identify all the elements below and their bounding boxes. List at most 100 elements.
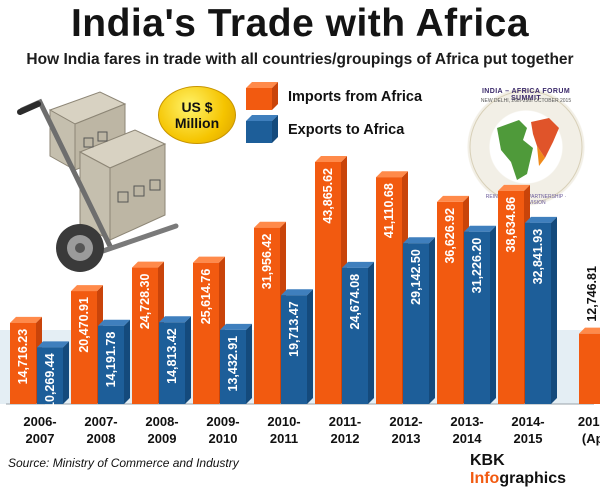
bar-exports-top-2 (159, 316, 191, 323)
bar-imports-4 (254, 227, 280, 404)
bar-exports-0 (37, 347, 63, 404)
tick-label-8: 2014- (511, 414, 544, 429)
bar-exports-6 (403, 243, 429, 404)
bar-imports-top-3 (193, 256, 225, 263)
page-title: India's Trade with Africa (70, 2, 530, 45)
tick-label-line2-9: (Apr-Jul) (582, 431, 600, 446)
bar-exports-7 (464, 231, 490, 404)
tick-label-0: 2006- (23, 414, 56, 429)
bar-exports-side-5 (368, 261, 374, 404)
bar-imports-2 (132, 267, 158, 404)
credit-rest: graphics (499, 470, 567, 487)
bar-exports-1 (98, 325, 124, 404)
bar-imports-9 (579, 333, 600, 404)
data-label-exports-2: 14,813.42 (165, 328, 179, 384)
credit: KBK Infographics (470, 452, 600, 488)
bar-imports-top-6 (376, 171, 408, 178)
bar-imports-top-1 (71, 285, 103, 292)
unit-badge: US $ Million (158, 86, 236, 144)
tick-label-3: 2009- (206, 414, 239, 429)
bar-imports-top-2 (132, 261, 164, 268)
data-label-imports-3: 25,614.76 (199, 269, 213, 325)
bar-exports-top-3 (220, 323, 252, 330)
bar-imports-7 (437, 201, 463, 404)
tick-label-7: 2013- (450, 414, 483, 429)
tick-label-6: 2012- (389, 414, 422, 429)
tick-label-line2-2: 2009 (148, 431, 177, 446)
bar-exports-8 (525, 222, 551, 404)
bar-exports-side-1 (124, 319, 130, 404)
tick-label-line2-4: 2011 (270, 431, 298, 446)
bar-chart: 14,716.23 10,269.44 2006- 2007 20,470.91 14,1… (6, 156, 600, 446)
credit-info: Info (470, 470, 500, 487)
source-note: Source: Ministry of Commerce and Industr… (8, 456, 239, 470)
bar-imports-8 (498, 190, 524, 404)
bar-exports-side-7 (490, 225, 496, 404)
data-label-imports-9: 12,746.81 (585, 266, 599, 322)
data-label-exports-6: 29,142.50 (409, 249, 423, 305)
tick-label-line2-3: 2010 (209, 431, 238, 446)
tick-label-line2-7: 2014 (453, 431, 483, 446)
tick-label-1: 2007- (84, 414, 117, 429)
tick-label-line2-1: 2008 (87, 431, 116, 446)
bar-imports-6 (376, 177, 402, 404)
data-label-exports-1: 14,191.78 (104, 332, 118, 388)
data-label-imports-8: 38,634.86 (504, 197, 518, 253)
bar-imports-top-0 (10, 316, 42, 323)
data-label-imports-4: 31,956.42 (260, 234, 274, 290)
bar-exports-top-0 (37, 341, 69, 348)
data-label-imports-5: 43,865.62 (321, 168, 335, 224)
bar-exports-top-1 (98, 319, 130, 326)
bar-imports-top-7 (437, 195, 469, 202)
data-label-imports-7: 36,626.92 (443, 208, 457, 264)
data-label-exports-7: 31,226.20 (470, 238, 484, 294)
bar-exports-side-2 (185, 316, 191, 404)
legend-label-exports: Exports to Africa (288, 122, 405, 138)
tick-label-line2-0: 2007 (26, 431, 55, 446)
bar-exports-side-8 (551, 216, 557, 404)
credit-brand: KBK (470, 452, 505, 469)
bar-exports-5 (342, 267, 368, 404)
data-label-imports-1: 20,470.91 (77, 297, 91, 353)
data-label-exports-8: 32,841.93 (531, 229, 545, 285)
data-label-exports-4: 19,713.47 (287, 301, 301, 357)
bar-exports-side-0 (63, 341, 69, 404)
unit-badge-scale: Million (174, 115, 220, 131)
bar-exports-top-7 (464, 225, 496, 232)
tick-label-4: 2010- (267, 414, 300, 429)
data-label-exports-0: 10,269.44 (43, 353, 57, 409)
tick-label-line2-5: 2012 (331, 431, 360, 446)
bar-exports-side-3 (246, 323, 252, 404)
bar-exports-3 (220, 329, 246, 404)
bar-exports-top-5 (342, 261, 374, 268)
data-label-imports-2: 24,728.30 (138, 274, 152, 330)
summit-logo-date: NEW DELHI, 26th-29th OCTOBER 2015 (480, 98, 572, 104)
bar-exports-side-6 (429, 237, 435, 404)
bar-imports-top-9 (579, 327, 600, 334)
tick-label-line2-8: 2015 (514, 431, 543, 446)
tick-label-line2-6: 2013 (392, 431, 421, 446)
bar-imports-5 (315, 162, 341, 404)
bar-exports-top-8 (525, 216, 557, 223)
bar-imports-top-5 (315, 156, 347, 162)
bar-exports-2 (159, 322, 185, 404)
bar-exports-top-6 (403, 237, 435, 244)
bar-exports-4 (281, 295, 307, 404)
tick-label-2: 2008- (145, 414, 178, 429)
page-subtitle: How India fares in trade with all countr… (26, 51, 574, 68)
data-label-exports-3: 13,432.91 (226, 336, 240, 392)
bar-imports-0 (10, 322, 36, 404)
data-label-imports-6: 41,110.68 (382, 183, 396, 238)
unit-badge-currency: US $ (181, 99, 213, 115)
bar-imports-1 (71, 291, 97, 404)
bar-exports-side-4 (307, 289, 313, 404)
tick-label-9: 2015-2016 (578, 414, 600, 429)
bar-imports-top-4 (254, 221, 286, 228)
data-label-imports-0: 14,716.23 (16, 329, 30, 385)
bar-exports-top-4 (281, 289, 313, 296)
summit-logo-name: INDIA – AFRICA FORUM SUMMIT (481, 88, 571, 102)
tick-label-5: 2011- (329, 414, 362, 429)
bar-imports-3 (193, 262, 219, 404)
data-label-exports-5: 24,674.08 (348, 274, 362, 330)
